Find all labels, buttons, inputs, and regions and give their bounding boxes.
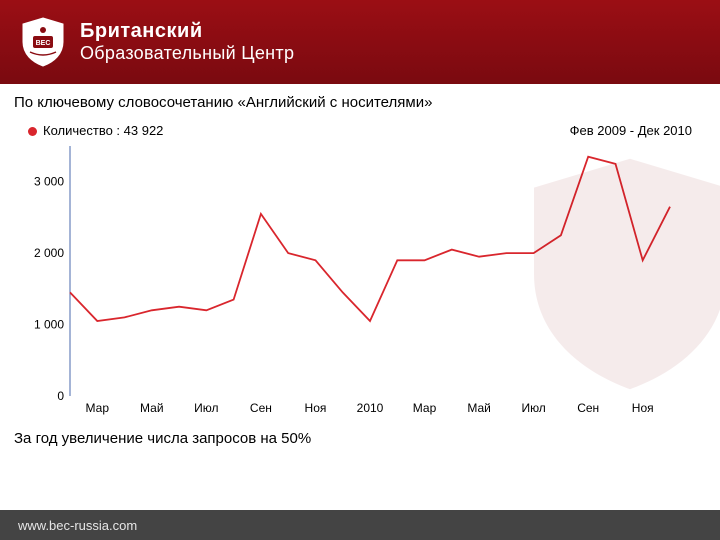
brand-line-2: Образовательный Центр xyxy=(80,43,294,65)
chart-subtitle: По ключевому словосочетанию «Английский … xyxy=(14,94,706,111)
line-chart: 0 1 000 2 000 3 000 Мар Май Июл Сен Ноя 2010 Мар Ма… xyxy=(22,142,678,418)
svg-text:Сен: Сен xyxy=(250,401,272,415)
crest-icon: BEC xyxy=(18,16,68,68)
chart-footnote: За год увеличение числа запросов на 50% xyxy=(14,430,706,447)
svg-text:BEC: BEC xyxy=(36,40,51,47)
svg-text:Сен: Сен xyxy=(577,401,599,415)
chart-legend: Количество : 43 922 xyxy=(28,123,163,138)
footer: www.bec-russia.com xyxy=(0,510,720,540)
svg-text:2 000: 2 000 xyxy=(34,246,64,260)
brand-line-1: Британский xyxy=(80,19,294,43)
svg-text:Мар: Мар xyxy=(86,401,110,415)
logo: BEC Британский Образовательный Центр xyxy=(18,16,294,68)
legend-dot-icon xyxy=(28,127,37,136)
content-area: По ключевому словосочетанию «Английский … xyxy=(0,84,720,510)
legend-label: Количество : 43 922 xyxy=(43,123,163,138)
chart-date-range: Фев 2009 - Дек 2010 xyxy=(570,123,692,138)
svg-text:Ноя: Ноя xyxy=(305,401,327,415)
svg-text:Июл: Июл xyxy=(194,401,218,415)
svg-text:Май: Май xyxy=(140,401,164,415)
svg-text:Май: Май xyxy=(467,401,491,415)
footer-url: www.bec-russia.com xyxy=(18,518,137,533)
svg-text:2010: 2010 xyxy=(357,401,384,415)
svg-text:Июл: Июл xyxy=(521,401,545,415)
header: BEC Британский Образовательный Центр xyxy=(0,0,720,84)
svg-text:Ноя: Ноя xyxy=(632,401,654,415)
chart-card: Количество : 43 922 Фев 2009 - Дек 2010 … xyxy=(14,117,706,422)
svg-text:Мар: Мар xyxy=(413,401,437,415)
svg-text:3 000: 3 000 xyxy=(34,175,64,189)
svg-text:0: 0 xyxy=(57,389,64,403)
svg-text:1 000: 1 000 xyxy=(34,318,64,332)
brand-text: Британский Образовательный Центр xyxy=(80,19,294,65)
chart-top-row: Количество : 43 922 Фев 2009 - Дек 2010 xyxy=(22,123,698,138)
